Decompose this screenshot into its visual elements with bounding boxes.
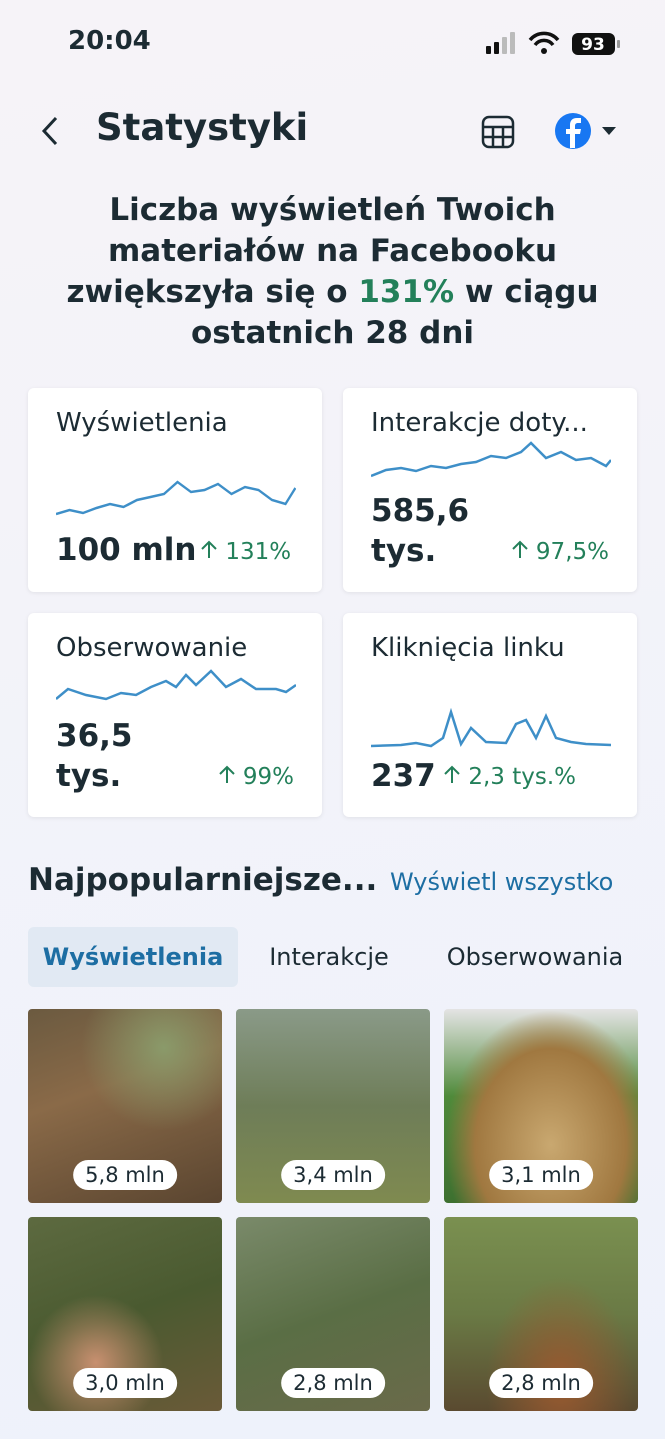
headline-text: Liczba wyświetleń Twoich materiałów na F… [66, 192, 558, 310]
battery-level: 93 [581, 35, 605, 55]
card-title: Kliknięcia linku [371, 633, 565, 663]
card-change: 131% [200, 539, 291, 565]
thumbnail-label: 5,8 mln [73, 1160, 177, 1190]
sparkline [56, 480, 296, 516]
view-all-link[interactable]: Wyświetl wszystko [390, 868, 614, 896]
content-thumbnail[interactable]: 3,0 mln [28, 1217, 222, 1411]
card-value: 237 [371, 758, 436, 794]
card-change: 2,3 tys.% [443, 764, 576, 790]
page-title: Statystyki [96, 106, 309, 149]
arrow-up [218, 765, 235, 783]
headline-text: w ciągu ostatnich 28 dni [190, 274, 599, 351]
back-button[interactable] [36, 114, 66, 148]
thumbnail-label: 3,0 mln [73, 1368, 177, 1398]
arrow-up [444, 765, 460, 783]
stat-card[interactable]: Obserwowanie 36,5 tys. 99% [28, 613, 322, 817]
headline-highlight: 131% [358, 274, 455, 310]
card-title: Interakcje doty... [371, 408, 588, 438]
tab[interactable]: Wyświetlenia [28, 927, 238, 987]
sparkline [56, 669, 296, 701]
card-change: 99% [218, 764, 294, 790]
change-text: 97,5% [535, 539, 609, 565]
card-title: Wyświetlenia [56, 408, 228, 438]
status-time: 20:04 [68, 26, 151, 56]
card-change: 97,5% [511, 539, 609, 565]
change-text: 131% [225, 539, 292, 565]
thumbnail-label: 3,4 mln [281, 1160, 385, 1190]
tab[interactable]: Obserwowania [446, 943, 624, 971]
arrow-up [201, 540, 217, 558]
account-switcher[interactable] [554, 112, 624, 152]
content-thumbnail[interactable]: 3,4 mln [236, 1009, 430, 1203]
content-thumbnail[interactable]: 2,8 mln [236, 1217, 430, 1411]
content-thumbnail[interactable]: 3,1 mln [444, 1009, 638, 1203]
section-title: Najpopularniejsze... [28, 862, 378, 898]
headline: Liczba wyświetleń Twoich materiałów na F… [60, 190, 605, 354]
sparkline [371, 441, 611, 478]
card-value: 36,5 tys. [56, 718, 133, 794]
thumbnail-label: 3,1 mln [489, 1160, 593, 1190]
change-text: 2,3 tys.% [468, 764, 576, 790]
status-icons: 93 [486, 31, 620, 55]
stat-card[interactable]: Kliknięcia linku 237 2,3 tys.% [343, 613, 637, 817]
tab[interactable]: Interakcje [269, 943, 389, 971]
sparkline [371, 708, 611, 748]
change-text: 99% [242, 764, 294, 790]
stat-card[interactable]: Wyświetlenia 100 mln 131% [28, 388, 322, 592]
stat-card[interactable]: Interakcje doty... 585,6 tys. 97,5% [343, 388, 637, 592]
card-title: Obserwowanie [56, 633, 248, 663]
card-value: 100 mln [56, 532, 197, 568]
content-thumbnail[interactable]: 2,8 mln [444, 1217, 638, 1411]
content-thumbnail[interactable]: 5,8 mln [28, 1009, 222, 1203]
card-value: 585,6 tys. [371, 493, 470, 569]
table-icon[interactable] [481, 115, 515, 149]
thumbnail-label: 2,8 mln [489, 1368, 593, 1398]
thumbnail-label: 2,8 mln [281, 1368, 385, 1398]
arrow-up [511, 540, 528, 558]
